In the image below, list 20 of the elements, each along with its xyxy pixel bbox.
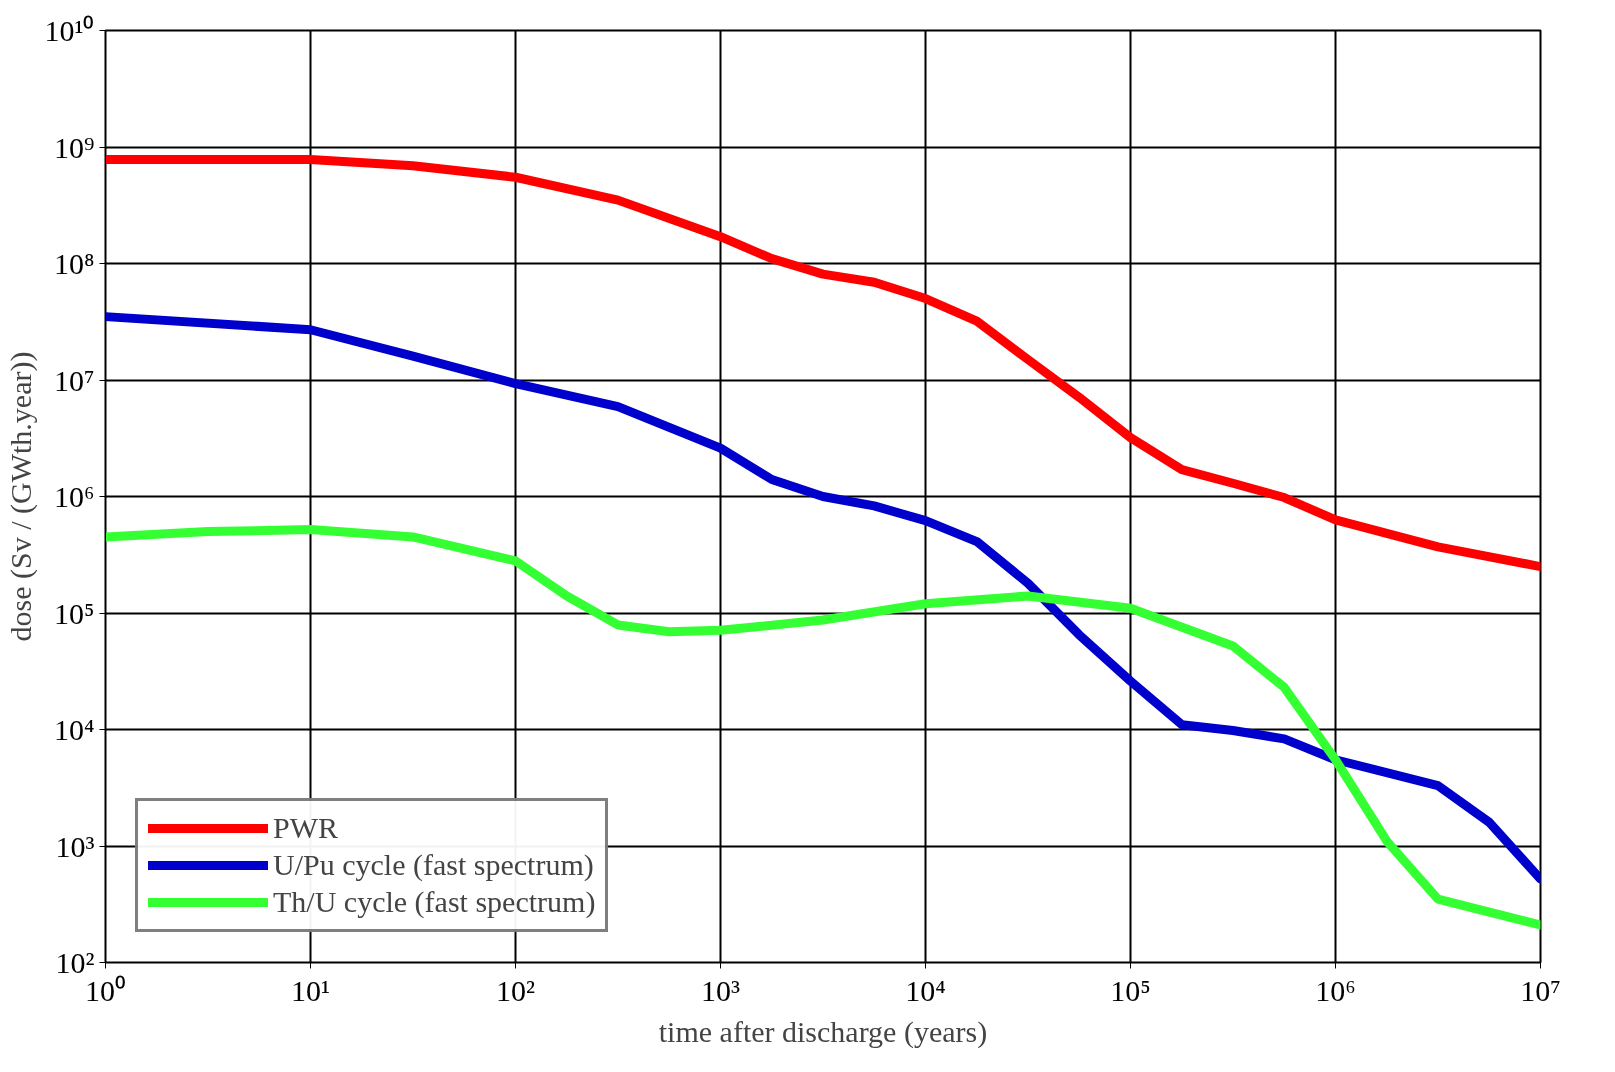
x-tick-label: 10² <box>496 973 535 1007</box>
x-tick-label: 10³ <box>701 973 740 1007</box>
y-axis-title: dose (Sv / (GWth.year)) <box>3 351 38 642</box>
y-tick-label: 10³ <box>55 829 95 863</box>
y-tick-label: 10⁷ <box>54 363 95 397</box>
y-tick-label: 10⁹ <box>54 130 95 164</box>
y-tick-label: 10¹⁰ <box>44 14 95 47</box>
x-axis-title: time after discharge (years) <box>658 1014 988 1049</box>
y-tick-label: 10⁵ <box>54 596 95 630</box>
x-tick-label: 10¹ <box>291 973 330 1007</box>
y-tick-label: 10⁶ <box>54 480 95 513</box>
legend-label: PWR <box>273 811 339 845</box>
x-tick-label: 10⁷ <box>1520 973 1561 1007</box>
y-tick-label: 10⁴ <box>54 713 95 746</box>
legend-label: U/Pu cycle (fast spectrum) <box>273 848 594 882</box>
y-tick-label: 10⁸ <box>54 247 95 280</box>
x-tick-label: 10⁵ <box>1110 973 1151 1007</box>
legend-label: Th/U cycle (fast spectrum) <box>273 885 596 919</box>
x-tick-label: 10⁶ <box>1315 973 1356 1007</box>
x-tick-label: 10⁴ <box>905 973 946 1007</box>
